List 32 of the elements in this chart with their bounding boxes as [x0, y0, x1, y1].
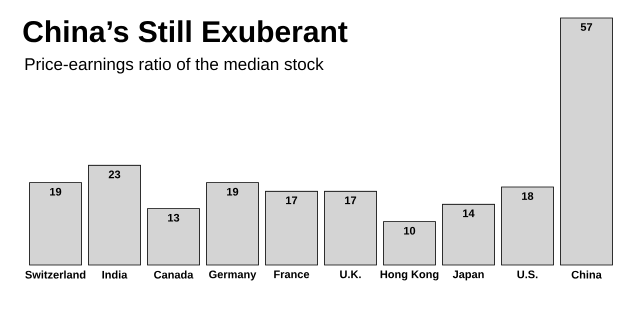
bar — [383, 221, 436, 266]
data-label: 19 — [50, 188, 62, 196]
data-label: 13 — [168, 214, 180, 222]
data-label: 57 — [580, 23, 592, 31]
data-label: 14 — [463, 210, 475, 218]
x-tick-label: Canada — [154, 270, 194, 279]
bar — [88, 164, 141, 266]
bar — [501, 186, 554, 266]
data-label: 18 — [522, 192, 534, 200]
data-label: 17 — [286, 196, 298, 204]
bar — [442, 204, 495, 266]
data-label: 10 — [404, 226, 416, 235]
x-tick-label: China — [572, 270, 602, 279]
x-tick-label: Hong Kong — [380, 270, 438, 280]
data-label: 19 — [227, 188, 238, 196]
bar — [206, 182, 259, 266]
bar — [147, 208, 200, 266]
x-tick-label: Japan — [452, 270, 484, 280]
data-label: 23 — [108, 170, 120, 178]
x-tick-label: France — [274, 270, 310, 278]
text: Price-earnings ratio of the median stock — [26, 58, 324, 74]
x-tick-label: U.S. — [517, 270, 538, 278]
bar — [560, 18, 613, 266]
bar — [265, 190, 318, 266]
chart-title: China’s Still Exuberant — [23, 20, 348, 42]
data-label: 17 — [345, 196, 356, 204]
x-tick-label: India — [102, 270, 128, 279]
x-tick-label: Germany — [209, 270, 256, 280]
x-tick-label: Switzerland — [25, 270, 86, 279]
bar — [29, 182, 82, 266]
x-tick-label: U.K. — [340, 270, 361, 278]
bar — [324, 190, 377, 266]
